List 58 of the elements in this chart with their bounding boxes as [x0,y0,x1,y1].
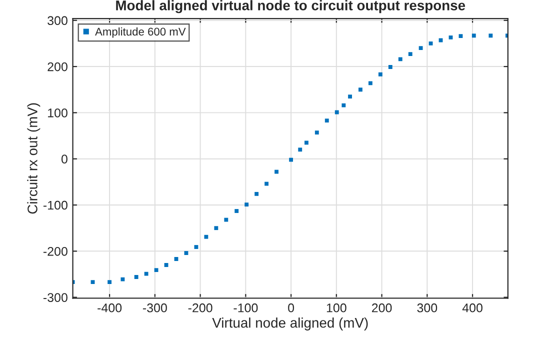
point [264,182,269,186]
y-tick-label: 0 [61,154,68,164]
y-tick-label: 200 [48,62,68,72]
y-tick-label: 100 [48,108,68,118]
point [314,130,319,135]
point [254,192,259,196]
y-tick-label: 300 [48,16,68,26]
x-tick-label: -200 [188,303,212,312]
point [184,251,188,255]
point [144,272,148,276]
point [244,202,249,207]
point [108,280,112,284]
point [164,263,168,267]
point [388,65,392,69]
point [224,218,228,222]
legend-label: Amplitude 600 mV [95,27,186,38]
x-tick-label: 200 [372,303,392,312]
point [298,148,302,152]
point [488,34,493,38]
y-axis-title: Circuit rx out (mV) [27,103,40,214]
point [234,209,239,213]
y-tick-label: -300 [43,293,68,302]
point [348,94,352,99]
y-tick-label: -200 [43,246,68,256]
point [378,72,382,76]
point [342,103,346,108]
point [418,46,423,50]
x-tick-label: 300 [417,303,438,312]
point [334,110,339,114]
point [154,268,158,272]
point [324,118,329,123]
point [194,245,198,249]
point [472,34,476,38]
point [458,34,463,38]
point [304,140,308,145]
point [289,158,294,162]
y-tick-label: -100 [43,200,68,210]
x-tick-label: 400 [462,303,482,312]
x-axis-title: Virtual node aligned (mV) [212,318,368,330]
point [274,170,278,174]
x-tick-label: -400 [98,303,122,312]
chart-title: Model aligned virtual node to circuit output response [116,0,466,14]
point [204,234,208,239]
point [398,57,402,62]
point [408,52,412,56]
x-tick-label: 100 [326,303,346,312]
point [448,35,453,40]
x-tick-label: -300 [142,303,167,312]
point [134,275,138,279]
point [174,257,178,261]
point [368,81,372,86]
x-tick-label: -100 [234,303,258,312]
point [428,41,433,46]
x-tick-label: 0 [288,303,294,312]
point [120,277,125,282]
point [214,226,218,230]
point [90,280,95,284]
point [358,88,362,92]
